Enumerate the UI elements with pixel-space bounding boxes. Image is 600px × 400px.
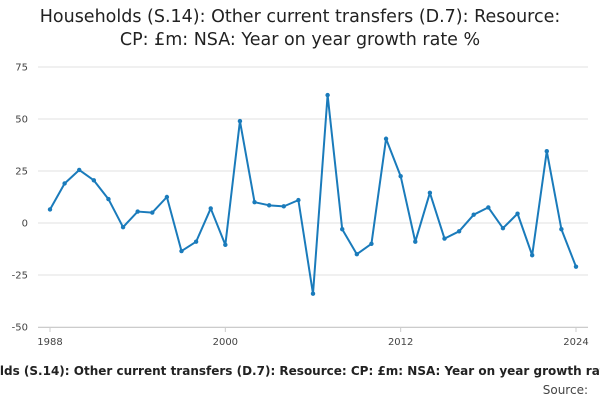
data-point (310, 291, 316, 296)
x-tick-label: 2000 (213, 337, 238, 348)
y-tick-label: 0 (22, 219, 28, 230)
series-line (49, 94, 577, 295)
y-tick-label: 25 (15, 167, 28, 178)
data-point (296, 197, 301, 203)
data-point (91, 178, 97, 183)
data-point (340, 227, 345, 232)
legend-label: Households (S.14): Other current transfe… (0, 364, 600, 378)
chart-title-line-1: Households (S.14): Other current transfe… (39, 7, 561, 27)
data-point (150, 210, 155, 215)
data-point (486, 205, 491, 210)
data-point (427, 190, 433, 196)
data-point (529, 253, 535, 258)
data-point (179, 248, 184, 254)
data-point (456, 229, 462, 234)
data-point (413, 239, 418, 244)
data-point (62, 181, 67, 186)
x-tick-label: 2024 (563, 337, 588, 348)
legend: Households (S.14): Other current transfe… (0, 364, 600, 384)
data-point (515, 211, 520, 216)
data-point (252, 200, 257, 205)
data-point (208, 206, 213, 211)
data-point (559, 227, 564, 232)
data-point (471, 212, 476, 217)
data-point (47, 207, 53, 212)
y-tick-label: 75 (15, 63, 28, 74)
data-point (573, 264, 579, 269)
data-point (369, 241, 374, 246)
data-point (237, 118, 243, 124)
data-point (398, 174, 403, 179)
y-axis-tick-labels: -50 -25 0 25 50 75 (12, 63, 28, 334)
y-tick-label: -50 (12, 323, 28, 334)
y-tick-label: 50 (15, 115, 28, 126)
axes (38, 327, 588, 332)
x-tick-label: 1988 (37, 337, 62, 348)
x-tick-label: 2012 (388, 337, 413, 348)
x-axis-tick-labels: 1988 2000 2012 2024 (37, 337, 588, 348)
data-point (193, 239, 199, 244)
data-point (164, 194, 170, 200)
data-point (325, 92, 330, 98)
data-point (500, 226, 506, 231)
chart-title-line-2: CP: £m: NSA: Year on year growth rate % (119, 30, 481, 50)
chart-title: Households (S.14): Other current transfe… (0, 6, 600, 52)
data-point (442, 236, 447, 241)
data-point (77, 167, 82, 173)
y-tick-label: -25 (12, 271, 28, 282)
data-point (281, 204, 286, 209)
data-points (47, 92, 579, 296)
data-point (120, 224, 126, 230)
data-point (223, 242, 228, 248)
data-point (135, 209, 140, 214)
source-label: Source: (542, 383, 588, 397)
data-point (354, 252, 360, 257)
data-point (106, 196, 111, 202)
data-point (266, 203, 272, 208)
data-point (383, 136, 389, 141)
data-point (544, 149, 549, 154)
